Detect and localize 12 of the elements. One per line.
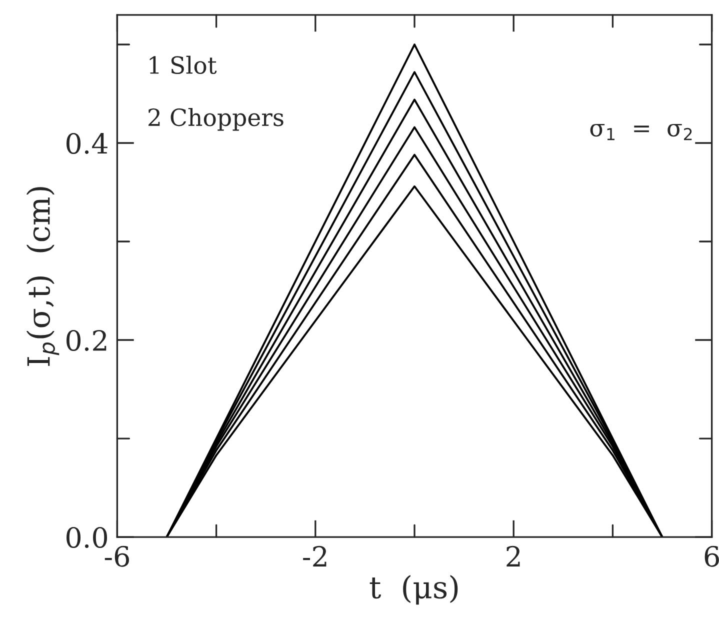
- x-tick-label: 6: [704, 546, 719, 567]
- x-axis-title: t (μs): [370, 575, 458, 605]
- x-tick-label: 2: [506, 546, 520, 566]
- y-axis-title: I$_{p}$(σ,t) (cm): [26, 187, 60, 366]
- y-tick-label: 0.4: [66, 132, 108, 154]
- x-tick-label: -6: [104, 546, 129, 567]
- annotation: 2 Choppers: [148, 108, 284, 131]
- annotation: σ$_{1}$ = σ$_{2}$: [590, 124, 692, 140]
- text: 0.0: [66, 526, 108, 548]
- y-tick-label: 0.2: [66, 330, 106, 351]
- annotation: 1 Slot: [150, 56, 217, 74]
- x-tick-label: -2: [303, 546, 326, 566]
